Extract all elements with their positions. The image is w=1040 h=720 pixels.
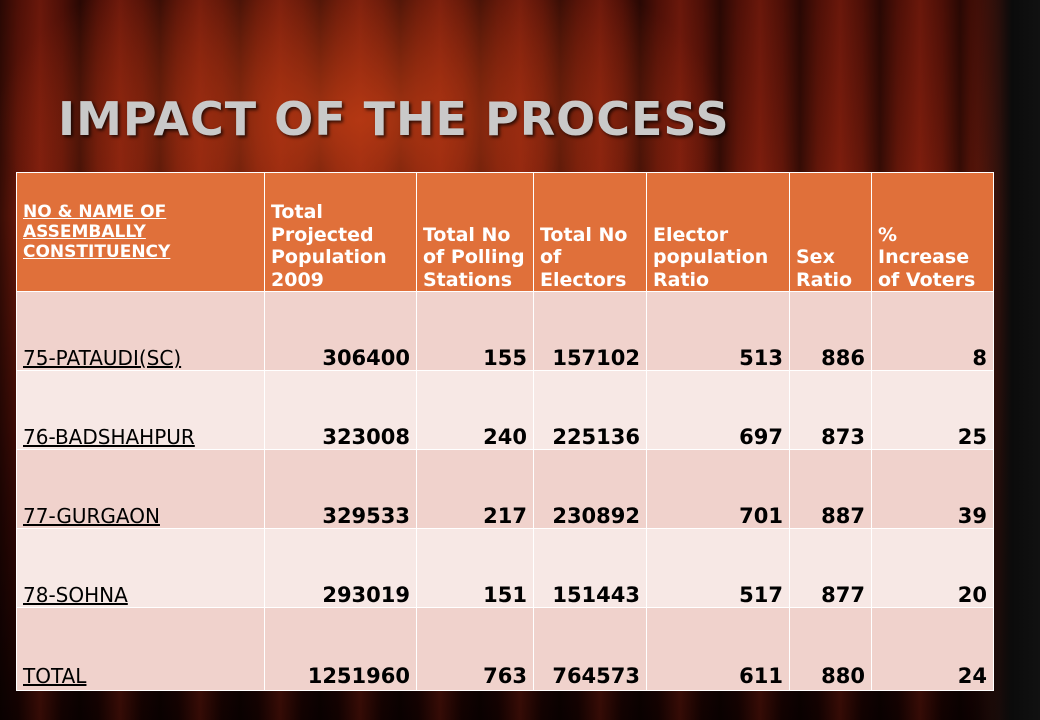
- polling-stations-cell: 155: [416, 291, 534, 371]
- constituency-link[interactable]: 77-GURGAON: [16, 449, 265, 529]
- ratio-cell: 611: [646, 607, 790, 691]
- electors-cell: 225136: [533, 370, 647, 450]
- slide-title: IMPACT OF THE PROCESS: [58, 92, 730, 146]
- sex-ratio-cell: 877: [789, 528, 872, 608]
- table-row: 78-SOHNA 293019 151 151443 517 877 20: [16, 528, 994, 608]
- header-constituency: NO & NAME OF ASSEMBALLY CONSTITUENCY: [16, 172, 265, 292]
- electors-cell: 157102: [533, 291, 647, 371]
- header-sex-ratio: Sex Ratio: [789, 172, 872, 292]
- header-increase-of-voters: % Increase of Voters: [871, 172, 994, 292]
- population-cell: 306400: [264, 291, 417, 371]
- sex-ratio-cell: 886: [789, 291, 872, 371]
- increase-cell: 25: [871, 370, 994, 450]
- header-polling-stations: Total No of Polling Stations: [416, 172, 534, 292]
- table-row: 77-GURGAON 329533 217 230892 701 887 39: [16, 449, 994, 529]
- increase-cell: 8: [871, 291, 994, 371]
- constituency-link[interactable]: 78-SOHNA: [16, 528, 265, 608]
- ratio-cell: 701: [646, 449, 790, 529]
- electors-cell: 230892: [533, 449, 647, 529]
- polling-stations-cell: 240: [416, 370, 534, 450]
- constituency-table: NO & NAME OF ASSEMBALLY CONSTITUENCY Tot…: [16, 172, 994, 691]
- electors-cell: 764573: [533, 607, 647, 691]
- polling-stations-cell: 151: [416, 528, 534, 608]
- ratio-cell: 517: [646, 528, 790, 608]
- header-elector-population-ratio: Elector population Ratio: [646, 172, 790, 292]
- population-cell: 1251960: [264, 607, 417, 691]
- electors-cell: 151443: [533, 528, 647, 608]
- increase-cell: 20: [871, 528, 994, 608]
- sex-ratio-cell: 880: [789, 607, 872, 691]
- ratio-cell: 513: [646, 291, 790, 371]
- population-cell: 323008: [264, 370, 417, 450]
- constituency-link[interactable]: 76-BADSHAHPUR: [16, 370, 265, 450]
- total-link[interactable]: TOTAL: [16, 607, 265, 691]
- population-cell: 329533: [264, 449, 417, 529]
- table-row: 75-PATAUDI(SC) 306400 155 157102 513 886…: [16, 291, 994, 371]
- sex-ratio-cell: 887: [789, 449, 872, 529]
- table-total-row: TOTAL 1251960 763 764573 611 880 24: [16, 607, 994, 691]
- header-population: Total Projected Population 2009: [264, 172, 417, 292]
- increase-cell: 24: [871, 607, 994, 691]
- table-row: 76-BADSHAHPUR 323008 240 225136 697 873 …: [16, 370, 994, 450]
- ratio-cell: 697: [646, 370, 790, 450]
- increase-cell: 39: [871, 449, 994, 529]
- population-cell: 293019: [264, 528, 417, 608]
- polling-stations-cell: 763: [416, 607, 534, 691]
- table-header-row: NO & NAME OF ASSEMBALLY CONSTITUENCY Tot…: [16, 172, 994, 292]
- sex-ratio-cell: 873: [789, 370, 872, 450]
- polling-stations-cell: 217: [416, 449, 534, 529]
- constituency-link[interactable]: 75-PATAUDI(SC): [16, 291, 265, 371]
- header-electors: Total No of Electors: [533, 172, 647, 292]
